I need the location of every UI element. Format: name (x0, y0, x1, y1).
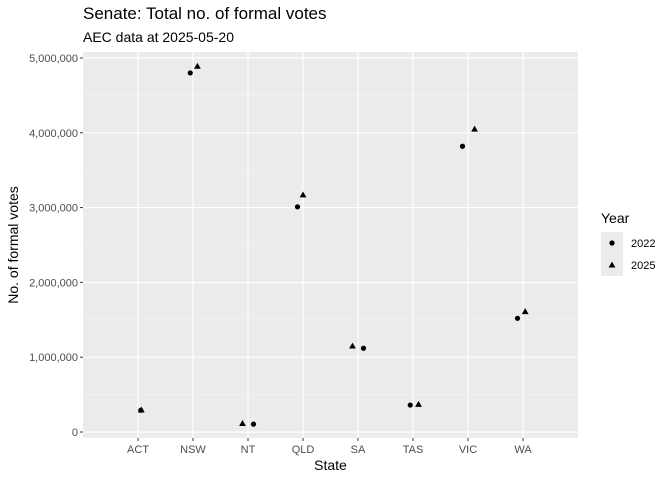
data-point-2025-act (137, 406, 145, 413)
y-axis-ticks: 0 1,000,000 2,000,000 3,000,000 4,000,000 5,0… (29, 53, 83, 439)
x-tick-label: ACT (127, 444, 149, 456)
y-tick-label: 4,000,000 (29, 128, 78, 140)
y-tick-label: 5,000,000 (29, 53, 78, 65)
data-point-2022-qld (294, 204, 301, 210)
legend-label-2025: 2025 (631, 260, 655, 272)
data-point-2022-sa (360, 345, 367, 351)
x-tick-label: WA (514, 444, 532, 456)
data-point-2025-vic (471, 125, 478, 132)
minor-gridlines (83, 95, 578, 395)
data-point-2022-tas (407, 402, 413, 408)
data-point-2025-wa (521, 308, 529, 315)
legend-items: 2022 2025 (601, 232, 655, 276)
x-axis-ticks: ACT NSW NT QLD SA TAS VIC WA (127, 438, 532, 456)
y-tick-label: 1,000,000 (29, 352, 78, 364)
x-axis-label: State (314, 457, 347, 473)
legend-title: Year (601, 210, 630, 226)
chart-subtitle: AEC data at 2025-05-20 (83, 29, 234, 45)
data-point-2025-tas (415, 400, 422, 407)
x-tick-label: TAS (403, 444, 424, 456)
data-point-2025-nt (239, 420, 246, 426)
x-tick-label: NT (241, 444, 256, 456)
y-tick-label: 2,000,000 (29, 277, 78, 289)
x-tick-label: SA (351, 444, 366, 456)
legend-triangle-icon (608, 261, 616, 268)
data-points (137, 62, 529, 427)
data-point-2025-sa (349, 342, 356, 349)
major-gridlines (83, 52, 578, 438)
legend-label-2022: 2022 (631, 238, 655, 250)
data-point-2022-vic (459, 143, 466, 149)
y-tick-label: 0 (72, 427, 78, 439)
data-point-2022-wa (514, 315, 521, 321)
data-point-2022-nt (250, 421, 257, 427)
data-point-2025-nsw (194, 62, 201, 69)
x-tick-label: NSW (180, 444, 206, 456)
legend: Year 2022 2025 (601, 210, 655, 276)
y-tick-label: 3,000,000 (29, 203, 78, 215)
data-point-2022-nsw (187, 70, 193, 76)
x-tick-label: QLD (292, 444, 315, 456)
y-axis-label: No. of formal votes (5, 186, 21, 304)
data-point-2025-qld (299, 191, 307, 198)
x-tick-label: VIC (459, 444, 477, 456)
legend-circle-icon (609, 240, 615, 246)
chart-title: Senate: Total no. of formal votes (83, 4, 327, 23)
